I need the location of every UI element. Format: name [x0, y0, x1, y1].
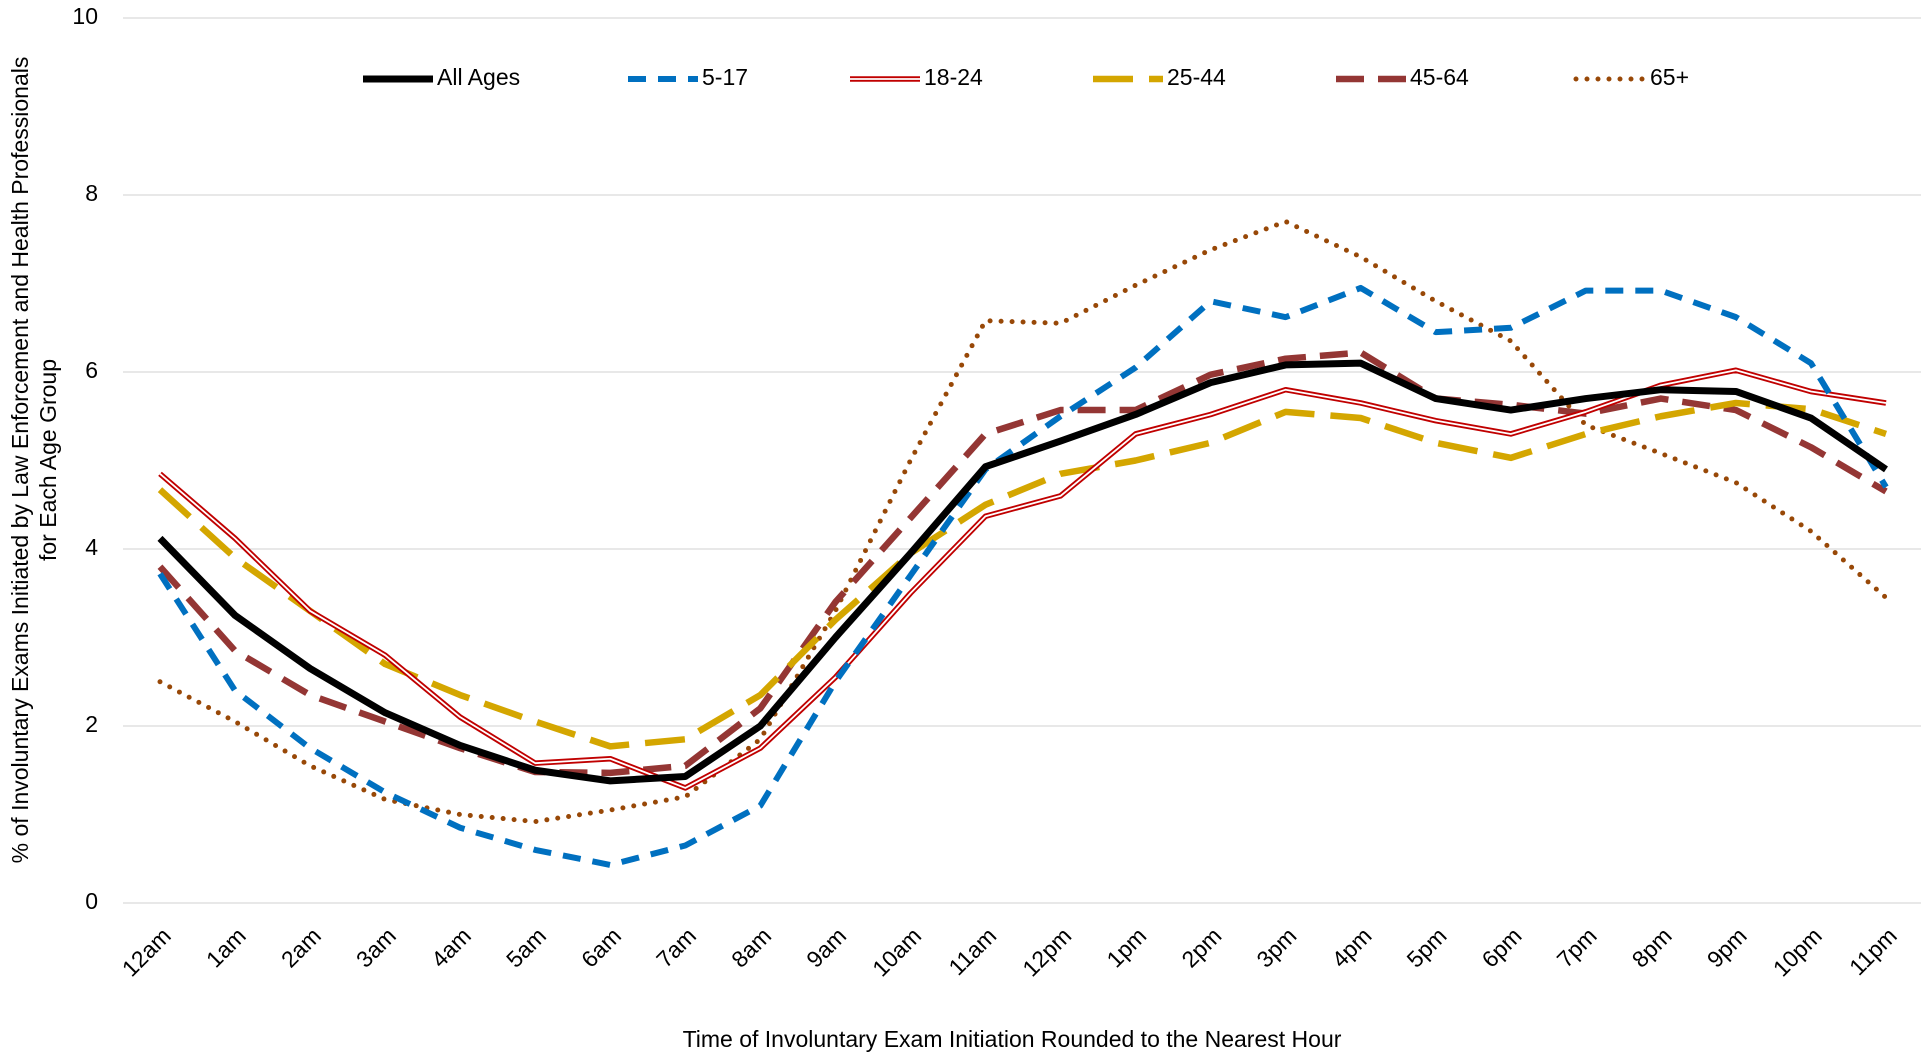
x-tick-label: 4pm — [1327, 922, 1377, 972]
legend-label: 45-64 — [1410, 64, 1469, 90]
y-tick-label: 8 — [85, 180, 98, 206]
x-tick-label: 3pm — [1251, 922, 1301, 972]
x-tick-label: 7pm — [1552, 922, 1602, 972]
x-tick-label: 6pm — [1477, 922, 1527, 972]
legend-label: All Ages — [437, 64, 520, 90]
x-tick-label: 1pm — [1101, 922, 1151, 972]
x-tick-label: 10am — [867, 922, 926, 981]
legend-label: 18-24 — [924, 64, 983, 90]
series-line — [157, 219, 1889, 825]
x-tick-label: 2am — [276, 922, 326, 972]
x-tick-label: 5pm — [1402, 922, 1452, 972]
x-tick-label: 7am — [651, 922, 701, 972]
x-tick-label: 10pm — [1768, 922, 1827, 981]
series-line — [157, 349, 1888, 777]
y-axis-label: % of Involuntary Exams Initiated by Law … — [7, 57, 61, 864]
x-tick-label: 8am — [726, 922, 776, 972]
y-axis-label-line: for Each Age Group — [35, 359, 61, 561]
series-line — [157, 359, 1888, 785]
series-line — [157, 284, 1889, 868]
x-tick-label: 9pm — [1702, 922, 1752, 972]
y-tick-label: 0 — [85, 888, 98, 914]
y-tick-label: 2 — [85, 711, 98, 737]
y-tick-label: 10 — [72, 3, 98, 29]
x-axis-label: Time of Involuntary Exam Initiation Roun… — [683, 1026, 1342, 1052]
y-tick-label: 4 — [85, 534, 98, 560]
y-axis-label-line: % of Involuntary Exams Initiated by Law … — [7, 57, 33, 864]
series-line — [157, 399, 1888, 750]
legend-label: 65+ — [1650, 64, 1689, 90]
series-line-inner — [159, 369, 1887, 789]
x-tick-label: 11pm — [1844, 922, 1902, 980]
x-tick-label: 1am — [201, 922, 251, 972]
y-tick-label: 6 — [85, 357, 98, 383]
x-tick-label: 11am — [943, 922, 1001, 980]
legend-label: 25-44 — [1167, 64, 1226, 90]
x-tick-label: 9am — [801, 922, 851, 972]
x-tick-label: 4am — [426, 922, 476, 972]
x-tick-label: 12am — [117, 922, 176, 981]
x-tick-label: 2pm — [1176, 922, 1226, 972]
x-tick-label: 5am — [501, 922, 551, 972]
legend-label: 5-17 — [702, 64, 748, 90]
x-tick-label: 8pm — [1627, 922, 1677, 972]
x-tick-label: 6am — [576, 922, 626, 972]
x-tick-label: 3am — [351, 922, 401, 972]
x-tick-label: 12pm — [1017, 922, 1076, 981]
